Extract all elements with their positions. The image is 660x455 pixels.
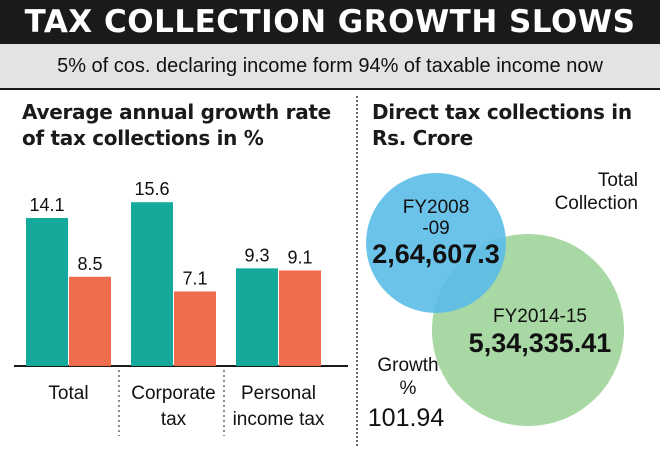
bar-value-label: 9.3 [244, 245, 269, 265]
bar-value-label: 15.6 [134, 179, 169, 199]
growth-label-line2: % [400, 378, 417, 399]
bar-teal-1 [26, 217, 68, 366]
headline-banner: TAX COLLECTION GROWTH SLOWS [0, 0, 660, 44]
circle-fy2008-09 [366, 173, 506, 313]
total-collection-label-line2: Collection [555, 193, 638, 214]
fy2014-label: FY2014-15 [493, 306, 587, 327]
bar-orange-1 [69, 276, 111, 366]
bubble-chart-title-line2: Rs. Crore [372, 126, 473, 150]
bar-value-label: 9.1 [287, 247, 312, 267]
category-label: income tax [233, 409, 325, 430]
bar-orange-2 [174, 291, 216, 366]
bar-value-label: 14.1 [29, 195, 64, 215]
bubble-chart-title-line1: Direct tax collections in [372, 100, 632, 124]
growth-value: 101.94 [368, 404, 445, 432]
fy2014-value: 5,34,335.41 [469, 328, 612, 358]
subheadline: 5% of cos. declaring income form 94% of … [0, 44, 660, 90]
bar-chart: 14.1 8.5 Total 15.6 7.1 Corporate tax 9.3 9.1 Per… [14, 179, 348, 436]
bar-chart-title-line2: of tax collections in % [22, 126, 264, 150]
category-label: tax [161, 409, 187, 430]
bar-value-label: 7.1 [182, 268, 207, 288]
panel-divider [356, 96, 359, 446]
bubble-chart: FY2008 -09 2,64,607.3 FY2014-15 5,34,335… [366, 170, 638, 432]
fy2008-value: 2,64,607.3 [372, 239, 500, 269]
bar-orange-3 [279, 270, 321, 366]
bar-teal-3 [236, 268, 278, 366]
bar-value-label: 8.5 [77, 254, 102, 274]
category-label: Total [48, 383, 88, 404]
fy2008-label-line2: -09 [422, 218, 449, 239]
growth-label-line1: Growth [377, 355, 438, 376]
bar-chart-title-line1: Average annual growth rate [22, 100, 331, 124]
fy2008-label-line1: FY2008 [403, 197, 470, 218]
bar-teal-2 [131, 202, 173, 366]
category-label: Personal [241, 383, 316, 404]
total-collection-label-line1: Total [598, 170, 638, 191]
category-label: Corporate [131, 383, 216, 404]
